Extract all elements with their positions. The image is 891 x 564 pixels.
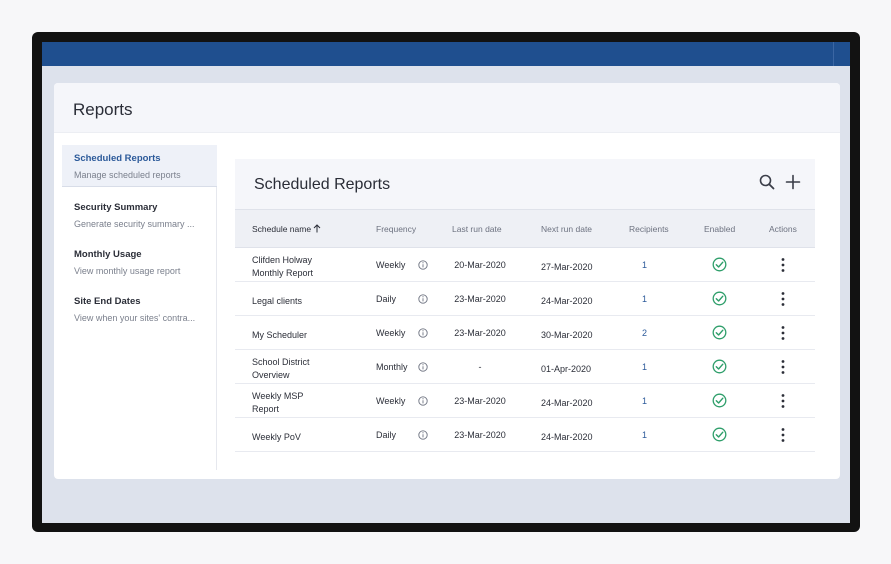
sidebar-item-scheduled-reports[interactable]: Scheduled Reports Manage scheduled repor… xyxy=(62,145,217,187)
schedule-name-cell: Weekly PoV xyxy=(252,431,301,442)
recipients-count-link[interactable]: 1 xyxy=(642,430,648,440)
table-row[interactable]: Weekly MSP Report Weekly 23-Mar-2020 24-Mar… xyxy=(235,384,815,418)
table-row[interactable]: My Scheduler Weekly 23-Mar-2020 30-Mar-2020… xyxy=(235,316,815,350)
enabled-check-icon xyxy=(712,427,727,442)
frequency-cell: Weekly xyxy=(376,396,406,406)
recipients-count-link[interactable]: 1 xyxy=(642,396,648,406)
column-header-frequency[interactable]: Frequency xyxy=(376,224,417,234)
next-run-date-cell: 01-Apr-2020 xyxy=(541,363,592,374)
frequency-cell: Daily xyxy=(376,294,397,304)
more-actions-icon[interactable] xyxy=(780,325,786,341)
last-run-date-cell: 23-Mar-2020 xyxy=(454,328,506,338)
info-icon[interactable] xyxy=(418,362,428,372)
recipients-count-link[interactable]: 1 xyxy=(642,362,648,372)
last-run-date-cell: 23-Mar-2020 xyxy=(454,396,506,406)
search-icon[interactable] xyxy=(758,173,776,191)
last-run-date-cell: 20-Mar-2020 xyxy=(454,260,506,270)
top-nav-divider xyxy=(833,42,834,66)
app-screen: Reports Scheduled Reports Manage schedul… xyxy=(42,42,850,523)
recipients-count-link[interactable]: 2 xyxy=(642,328,648,338)
sidebar-item-label: Monthly Usage xyxy=(74,249,142,260)
frequency-cell: Monthly xyxy=(376,362,408,372)
card-header: Scheduled Reports xyxy=(235,159,815,209)
sidebar-item-description: Manage scheduled reports xyxy=(74,170,181,180)
table-row[interactable]: Weekly PoV Daily 23-Mar-2020 24-Mar-2020 1 xyxy=(235,418,815,452)
column-header-recipients[interactable]: Recipients xyxy=(629,224,669,234)
card-title: Scheduled Reports xyxy=(254,176,391,193)
sidebar-item-label: Security Summary xyxy=(74,202,158,213)
frequency-cell: Weekly xyxy=(376,328,406,338)
plus-icon[interactable] xyxy=(784,173,802,191)
sidebar-item-description: View when your sites' contra... xyxy=(74,313,196,323)
next-run-date-cell: 24-Mar-2020 xyxy=(541,295,593,306)
more-actions-icon[interactable] xyxy=(780,291,786,307)
enabled-check-icon xyxy=(712,325,727,340)
sidebar-item-label: Scheduled Reports xyxy=(74,153,161,164)
schedule-name-cell: Legal clients xyxy=(252,295,303,306)
page-title: Reports xyxy=(73,100,133,119)
schedule-name-cell: Weekly MSP Report xyxy=(252,391,304,414)
enabled-check-icon xyxy=(712,393,727,408)
sort-ascending-icon xyxy=(313,224,321,233)
top-nav-bar xyxy=(42,42,850,66)
column-header-next-run-date[interactable]: Next run date xyxy=(541,224,593,234)
info-icon[interactable] xyxy=(418,294,428,304)
sidebar-item-security-summary[interactable]: Security Summary Generate security summa… xyxy=(62,202,217,229)
info-icon[interactable] xyxy=(418,396,428,406)
sidebar-item-description: Generate security summary ... xyxy=(74,219,195,229)
sidebar-item-monthly-usage[interactable]: Monthly Usage View monthly usage report xyxy=(62,249,217,276)
recipients-count-link[interactable]: 1 xyxy=(642,294,648,304)
enabled-check-icon xyxy=(712,359,727,374)
table-row[interactable]: Legal clients Daily 23-Mar-2020 24-Mar-2020… xyxy=(235,282,815,316)
frequency-cell: Weekly xyxy=(376,260,406,270)
more-actions-icon[interactable] xyxy=(780,427,786,443)
table-header: Schedule name Frequency Last run date Ne… xyxy=(235,209,815,248)
column-header-label: Schedule name xyxy=(252,224,312,234)
table-row[interactable]: School District Overview Monthly - 01-Apr-2… xyxy=(235,350,815,384)
column-header-schedule-name[interactable]: Schedule name xyxy=(252,224,321,234)
info-icon[interactable] xyxy=(418,430,428,440)
more-actions-icon[interactable] xyxy=(780,359,786,375)
column-header-actions: Actions xyxy=(769,224,797,234)
last-run-date-cell: - xyxy=(478,362,482,372)
schedule-name-cell: Clifden Holway Monthly Report xyxy=(252,255,314,278)
last-run-date-cell: 23-Mar-2020 xyxy=(454,430,506,440)
sidebar-item-description: View monthly usage report xyxy=(74,266,181,276)
column-header-enabled[interactable]: Enabled xyxy=(704,224,736,234)
next-run-date-cell: 24-Mar-2020 xyxy=(541,397,593,408)
column-header-last-run-date[interactable]: Last run date xyxy=(452,224,502,234)
reports-panel: Reports Scheduled Reports Manage schedul… xyxy=(54,83,840,479)
sidebar-item-site-end-dates[interactable]: Site End Dates View when your sites' con… xyxy=(62,296,217,323)
scheduled-reports-card: Scheduled Reports Schedule name Frequenc… xyxy=(235,159,815,454)
next-run-date-cell: 27-Mar-2020 xyxy=(541,261,593,272)
info-icon[interactable] xyxy=(418,260,428,270)
table-row[interactable]: Clifden Holway Monthly Report Weekly 20-Ma… xyxy=(235,248,815,282)
enabled-check-icon xyxy=(712,291,727,306)
device-frame: Reports Scheduled Reports Manage schedul… xyxy=(32,32,860,532)
enabled-check-icon xyxy=(712,257,727,272)
sidebar-item-label: Site End Dates xyxy=(74,296,141,307)
last-run-date-cell: 23-Mar-2020 xyxy=(454,294,506,304)
schedule-name-cell: School District Overview xyxy=(252,357,310,380)
frequency-cell: Daily xyxy=(376,430,397,440)
next-run-date-cell: 24-Mar-2020 xyxy=(541,431,593,442)
info-icon[interactable] xyxy=(418,328,428,338)
schedule-name-cell: My Scheduler xyxy=(252,329,308,340)
panel-header: Reports xyxy=(54,83,840,133)
next-run-date-cell: 30-Mar-2020 xyxy=(541,329,593,340)
reports-sidebar: Scheduled Reports Manage scheduled repor… xyxy=(62,145,217,470)
more-actions-icon[interactable] xyxy=(780,393,786,409)
more-actions-icon[interactable] xyxy=(780,257,786,273)
recipients-count-link[interactable]: 1 xyxy=(642,260,648,270)
